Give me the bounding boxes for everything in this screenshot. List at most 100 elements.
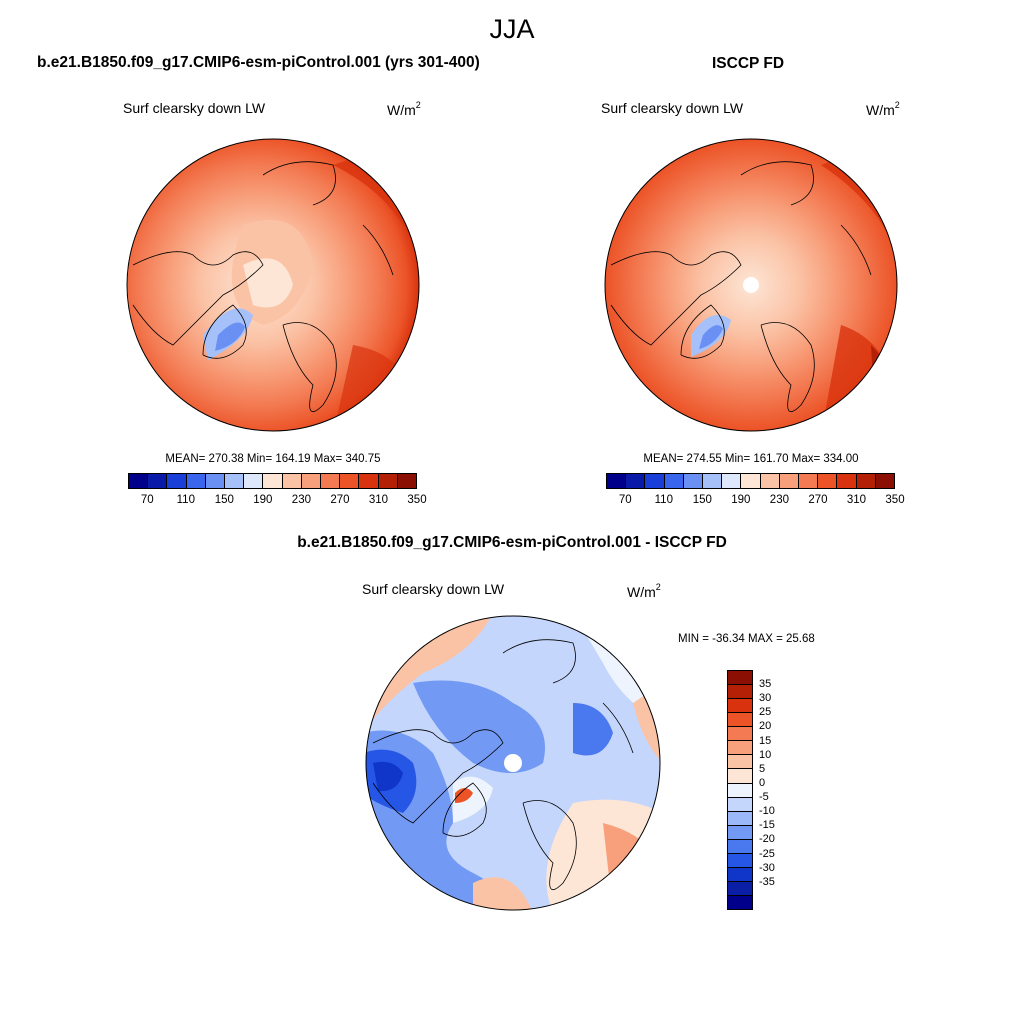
colorbar-swatch xyxy=(205,474,226,488)
colorbar-swatch xyxy=(728,853,752,868)
panel2-units: W/m2 xyxy=(866,100,900,118)
panel1-variable: Surf clearsky down LW xyxy=(123,100,266,116)
panel1-units: W/m2 xyxy=(387,100,421,118)
colorbar-swatch xyxy=(741,474,761,488)
diff-title: b.e21.B1850.f09_g17.CMIP6-esm-piControl.… xyxy=(297,534,727,551)
diff-colorbar-ticks: 35 30 25 20 15 10 5 0 -5 -10 -15 -20 -25 -30 -35 xyxy=(759,670,799,910)
colorbar-swatch xyxy=(728,727,752,742)
colorbar-swatch xyxy=(728,867,752,882)
colorbar-tick-label: -20 xyxy=(759,833,775,846)
colorbar-tick-label: -10 xyxy=(759,805,775,818)
colorbar-swatch xyxy=(856,474,876,488)
colorbar-tick-label: 230 xyxy=(769,494,789,506)
colorbar-tick-label: 5 xyxy=(759,762,766,775)
panel2-polar-map xyxy=(604,138,898,432)
season-title: JJA xyxy=(489,14,535,44)
panel1-stats: MEAN= 270.38 Min= 164.19 Max= 340.75 xyxy=(165,453,381,465)
colorbar-swatch xyxy=(282,474,302,488)
colorbar-swatch xyxy=(728,797,752,812)
colorbar-tick-label: 10 xyxy=(759,748,772,761)
colorbar-tick-label: -5 xyxy=(759,791,769,804)
colorbar-tick-label: 0 xyxy=(759,776,766,789)
colorbar-tick-label: 70 xyxy=(618,494,632,506)
panel2-stats: MEAN= 274.55 Min= 161.70 Max= 334.00 xyxy=(643,453,859,465)
colorbar-swatch xyxy=(186,474,206,488)
colorbar-swatch xyxy=(728,699,752,714)
panel2-title: ISCCP FD xyxy=(712,55,785,72)
colorbar-swatch xyxy=(728,811,752,826)
colorbar-tick-label: 150 xyxy=(214,494,234,506)
colorbar-tick-label: 30 xyxy=(759,692,772,705)
colorbar-swatch xyxy=(728,685,752,700)
colorbar-tick-label: 110 xyxy=(654,494,673,506)
colorbar-swatch xyxy=(148,474,168,488)
colorbar-swatch xyxy=(340,474,360,488)
colorbar-tick-label: 350 xyxy=(885,494,905,506)
panel2-colorbar-ticks: 70 110 150 190 230 270 310 350 xyxy=(606,494,905,508)
colorbar-swatch xyxy=(683,474,704,488)
colorbar-tick-label: 15 xyxy=(759,734,772,747)
colorbar-tick-label: 310 xyxy=(846,494,867,506)
colorbar-tick-label: 190 xyxy=(731,494,751,506)
colorbar-tick-label: 310 xyxy=(368,494,389,506)
colorbar-swatch xyxy=(397,474,417,488)
colorbar-swatch xyxy=(728,671,752,686)
colorbar-tick-label: 150 xyxy=(692,494,712,506)
colorbar-swatch xyxy=(129,474,149,488)
colorbar-swatch xyxy=(378,474,398,488)
colorbar-swatch xyxy=(244,474,264,488)
colorbar-swatch xyxy=(607,474,627,488)
colorbar-tick-label: -15 xyxy=(759,819,775,832)
colorbar-swatch xyxy=(645,474,665,488)
colorbar-swatch xyxy=(875,474,895,488)
colorbar-tick-label: 70 xyxy=(140,494,154,506)
colorbar-tick-label: 270 xyxy=(808,494,828,506)
panel2-variable: Surf clearsky down LW xyxy=(601,100,744,116)
colorbar-swatch xyxy=(626,474,646,488)
panel1-colorbar-ticks: 70 110 150 190 230 270 310 350 xyxy=(128,494,427,508)
colorbar-swatch xyxy=(799,474,819,488)
colorbar-swatch xyxy=(225,474,245,488)
colorbar-swatch xyxy=(728,755,752,770)
colorbar-tick-label: 25 xyxy=(759,706,772,719)
colorbar-swatch xyxy=(728,881,752,896)
colorbar-swatch xyxy=(818,474,838,488)
colorbar-swatch xyxy=(728,713,752,728)
colorbar-tick-label: 230 xyxy=(291,494,311,506)
colorbar-swatch xyxy=(728,783,752,798)
colorbar-tick-label: 190 xyxy=(253,494,273,506)
diff-colorbar xyxy=(727,670,753,910)
colorbar-tick-label: 270 xyxy=(330,494,350,506)
colorbar-swatch xyxy=(760,474,780,488)
colorbar-swatch xyxy=(728,825,752,840)
colorbar-tick-label: 350 xyxy=(407,494,427,506)
colorbar-tick-label: 20 xyxy=(759,720,772,733)
colorbar-swatch xyxy=(779,474,800,488)
colorbar-swatch xyxy=(359,474,379,488)
colorbar-swatch xyxy=(167,474,187,488)
colorbar-swatch xyxy=(728,896,752,910)
colorbar-swatch xyxy=(263,474,283,488)
colorbar-swatch xyxy=(728,769,752,784)
colorbar-swatch xyxy=(728,741,752,756)
colorbar-swatch xyxy=(321,474,341,488)
colorbar-tick-label: -25 xyxy=(759,847,775,860)
diff-polar-map xyxy=(365,615,661,911)
panel1-polar-map xyxy=(126,138,420,432)
colorbar-tick-label: -35 xyxy=(759,875,775,888)
panel1-colorbar xyxy=(128,473,417,489)
colorbar-swatch xyxy=(301,474,322,488)
colorbar-swatch xyxy=(664,474,684,488)
colorbar-tick-label: -30 xyxy=(759,861,775,874)
colorbar-tick-label: 110 xyxy=(176,494,195,506)
panel2-colorbar xyxy=(606,473,895,489)
diff-stats: MIN = -36.34 MAX = 25.68 xyxy=(678,633,815,645)
panel1-title: b.e21.B1850.f09_g17.CMIP6-esm-piControl.… xyxy=(37,54,480,71)
colorbar-swatch xyxy=(728,839,752,854)
colorbar-swatch xyxy=(837,474,857,488)
diff-variable: Surf clearsky down LW xyxy=(362,581,505,597)
colorbar-tick-label: 35 xyxy=(759,678,772,691)
colorbar-swatch xyxy=(703,474,723,488)
colorbar-swatch xyxy=(722,474,742,488)
diff-units: W/m2 xyxy=(627,582,661,600)
